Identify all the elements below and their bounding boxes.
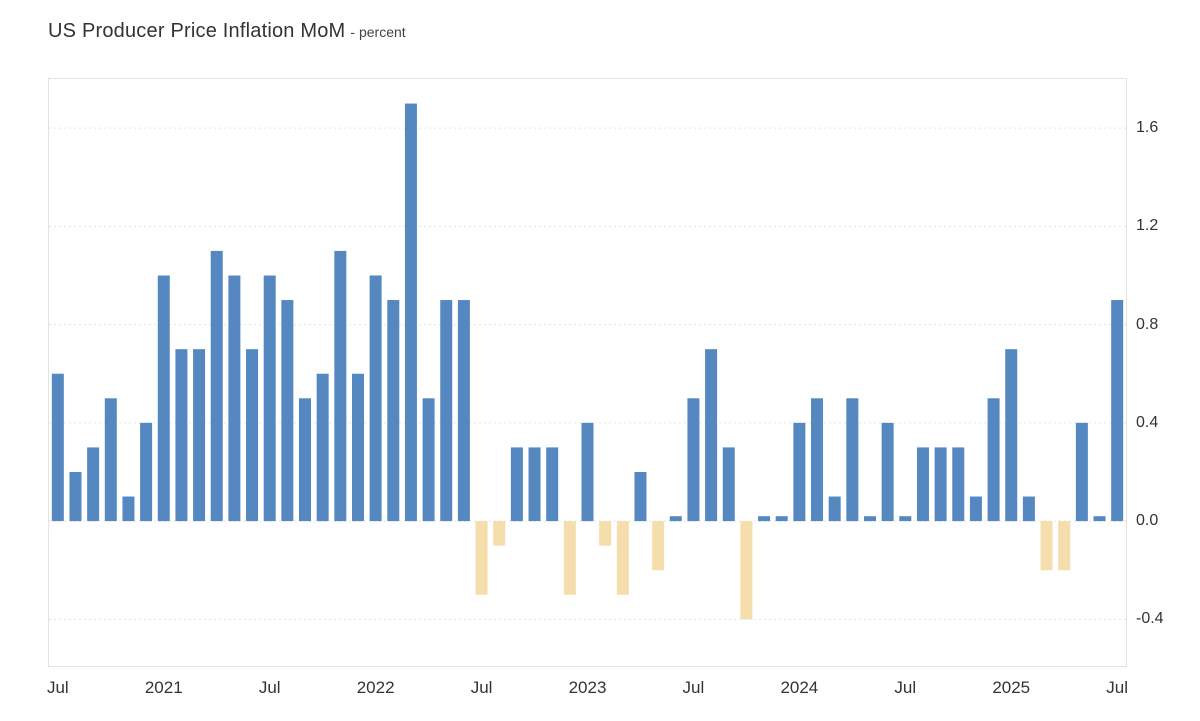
x-tick-label: Jul [258, 678, 281, 697]
bar-sep-2024[interactable] [934, 447, 947, 522]
bar-jun-2021[interactable] [246, 349, 259, 522]
bar-sep-2023[interactable] [722, 447, 735, 522]
bar-jul-2022[interactable] [475, 521, 488, 595]
bar-dec-2020[interactable] [140, 422, 153, 522]
bar-jul-2025[interactable] [1111, 300, 1124, 522]
bar-feb-2024[interactable] [811, 398, 824, 522]
bar-oct-2023[interactable] [740, 521, 753, 620]
x-tick-label: 2022 [356, 678, 395, 697]
bar-jun-2024[interactable] [881, 422, 894, 522]
bar-jan-2023[interactable] [581, 422, 594, 522]
plot-area: -0.4 0.0 0.4 0.8 1.2 1.6 Jul 2021 Jul 2022 Jul 202… [47, 78, 1164, 697]
bar-dec-2022[interactable] [563, 521, 576, 595]
bar-sep-2022[interactable] [510, 447, 523, 522]
bar-may-2025[interactable] [1075, 422, 1088, 522]
bar-may-2023[interactable] [652, 521, 665, 571]
x-tick-label: Jul [682, 678, 705, 697]
bar-feb-2022[interactable] [387, 300, 400, 522]
bar-nov-2021[interactable] [334, 250, 347, 522]
bar-apr-2024[interactable] [846, 398, 859, 522]
x-tick-label: Jul [1106, 678, 1129, 697]
bar-jul-2020[interactable] [51, 373, 64, 522]
bar-oct-2021[interactable] [316, 373, 329, 522]
bar-aug-2021[interactable] [281, 300, 294, 522]
bar-sep-2020[interactable] [87, 447, 100, 522]
chart-header: US Producer Price Inflation MoM - percent [48, 20, 406, 43]
bar-oct-2022[interactable] [528, 447, 541, 522]
bar-nov-2022[interactable] [546, 447, 559, 522]
y-tick-label: -0.4 [1136, 610, 1164, 628]
y-tick-label: 0.8 [1136, 315, 1159, 333]
bar-may-2024[interactable] [863, 516, 876, 522]
bar-apr-2025[interactable] [1058, 521, 1071, 571]
chart-title: US Producer Price Inflation MoM [48, 20, 346, 42]
bar-mar-2021[interactable] [193, 349, 206, 522]
x-tick-label: 2024 [780, 678, 819, 697]
x-tick-label: 2023 [568, 678, 607, 697]
bar-mar-2023[interactable] [616, 521, 629, 595]
bar-aug-2020[interactable] [69, 471, 82, 522]
bar-dec-2023[interactable] [775, 516, 788, 522]
bar-chart-svg [49, 103, 1126, 620]
bar-jul-2024[interactable] [899, 516, 912, 522]
bar-aug-2024[interactable] [916, 447, 929, 522]
y-tick-label: 1.6 [1136, 119, 1159, 137]
bar-apr-2022[interactable] [422, 398, 435, 522]
bar-dec-2024[interactable] [987, 398, 1000, 522]
bar-nov-2023[interactable] [758, 516, 771, 522]
bar-jul-2021[interactable] [263, 275, 276, 522]
bar-may-2021[interactable] [228, 275, 241, 522]
bar-aug-2022[interactable] [493, 521, 506, 546]
bar-jan-2021[interactable] [157, 275, 170, 522]
bar-jan-2024[interactable] [793, 422, 806, 522]
bar-nov-2020[interactable] [122, 496, 135, 522]
bar-oct-2024[interactable] [952, 447, 965, 522]
bar-mar-2022[interactable] [404, 103, 417, 522]
bar-nov-2024[interactable] [969, 496, 982, 522]
bar-feb-2021[interactable] [175, 349, 188, 522]
bar-jan-2022[interactable] [369, 275, 382, 522]
bar-mar-2024[interactable] [828, 496, 841, 522]
bar-jul-2023[interactable] [687, 398, 700, 522]
bar-aug-2023[interactable] [705, 349, 718, 522]
bar-jun-2025[interactable] [1093, 516, 1106, 522]
bar-mar-2025[interactable] [1040, 521, 1053, 571]
x-tick-label: Jul [46, 678, 69, 697]
bar-jun-2022[interactable] [457, 300, 470, 522]
x-tick-label: 2025 [992, 678, 1031, 697]
bar-jan-2025[interactable] [1005, 349, 1018, 522]
x-tick-label: 2021 [144, 678, 183, 697]
bar-apr-2021[interactable] [210, 250, 223, 522]
y-tick-label: 0.4 [1136, 413, 1159, 431]
bar-feb-2023[interactable] [599, 521, 612, 546]
bar-oct-2020[interactable] [104, 398, 117, 522]
chart-subtitle: - percent [350, 24, 406, 40]
bar-dec-2021[interactable] [351, 373, 364, 522]
bar-sep-2021[interactable] [299, 398, 312, 522]
x-tick-label: Jul [470, 678, 493, 697]
y-tick-label: 0.0 [1136, 512, 1159, 530]
bar-may-2022[interactable] [440, 300, 453, 522]
x-tick-label: Jul [894, 678, 917, 697]
bar-feb-2025[interactable] [1022, 496, 1035, 522]
y-tick-label: 1.2 [1136, 217, 1159, 235]
bar-apr-2023[interactable] [634, 471, 647, 522]
bar-jun-2023[interactable] [669, 516, 682, 522]
